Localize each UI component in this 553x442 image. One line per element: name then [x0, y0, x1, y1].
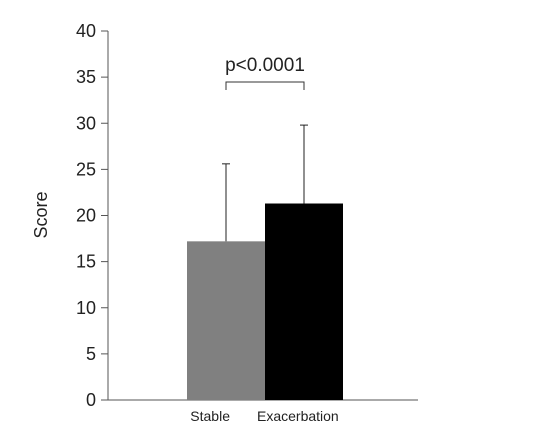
y-tick-label: 30	[76, 113, 96, 133]
bars	[187, 203, 343, 400]
category-label: Exacerbation	[257, 408, 339, 424]
y-axis-label: Score	[31, 191, 51, 238]
y-tick-label: 15	[76, 252, 96, 272]
category-label: Stable	[190, 408, 230, 424]
significance-annotation: p<0.0001	[225, 55, 305, 90]
y-tick-label: 10	[76, 298, 96, 318]
y-tick-label: 40	[76, 21, 96, 41]
y-tick-label: 35	[76, 67, 96, 87]
bar-exacerbation	[265, 203, 343, 400]
y-tick-label: 0	[86, 390, 96, 410]
significance-bracket	[225, 81, 305, 90]
bar-stable	[187, 241, 265, 400]
y-tick-label: 5	[86, 344, 96, 364]
error-bars	[222, 124, 308, 242]
p-value-label: p<0.0001	[225, 55, 305, 76]
y-tick-label: 25	[76, 159, 96, 179]
y-tick-label: 20	[76, 206, 96, 226]
y-ticks: 0 5 10 15 20 25 30 35 40	[76, 21, 108, 410]
category-labels: Stable Exacerbation	[190, 408, 338, 424]
